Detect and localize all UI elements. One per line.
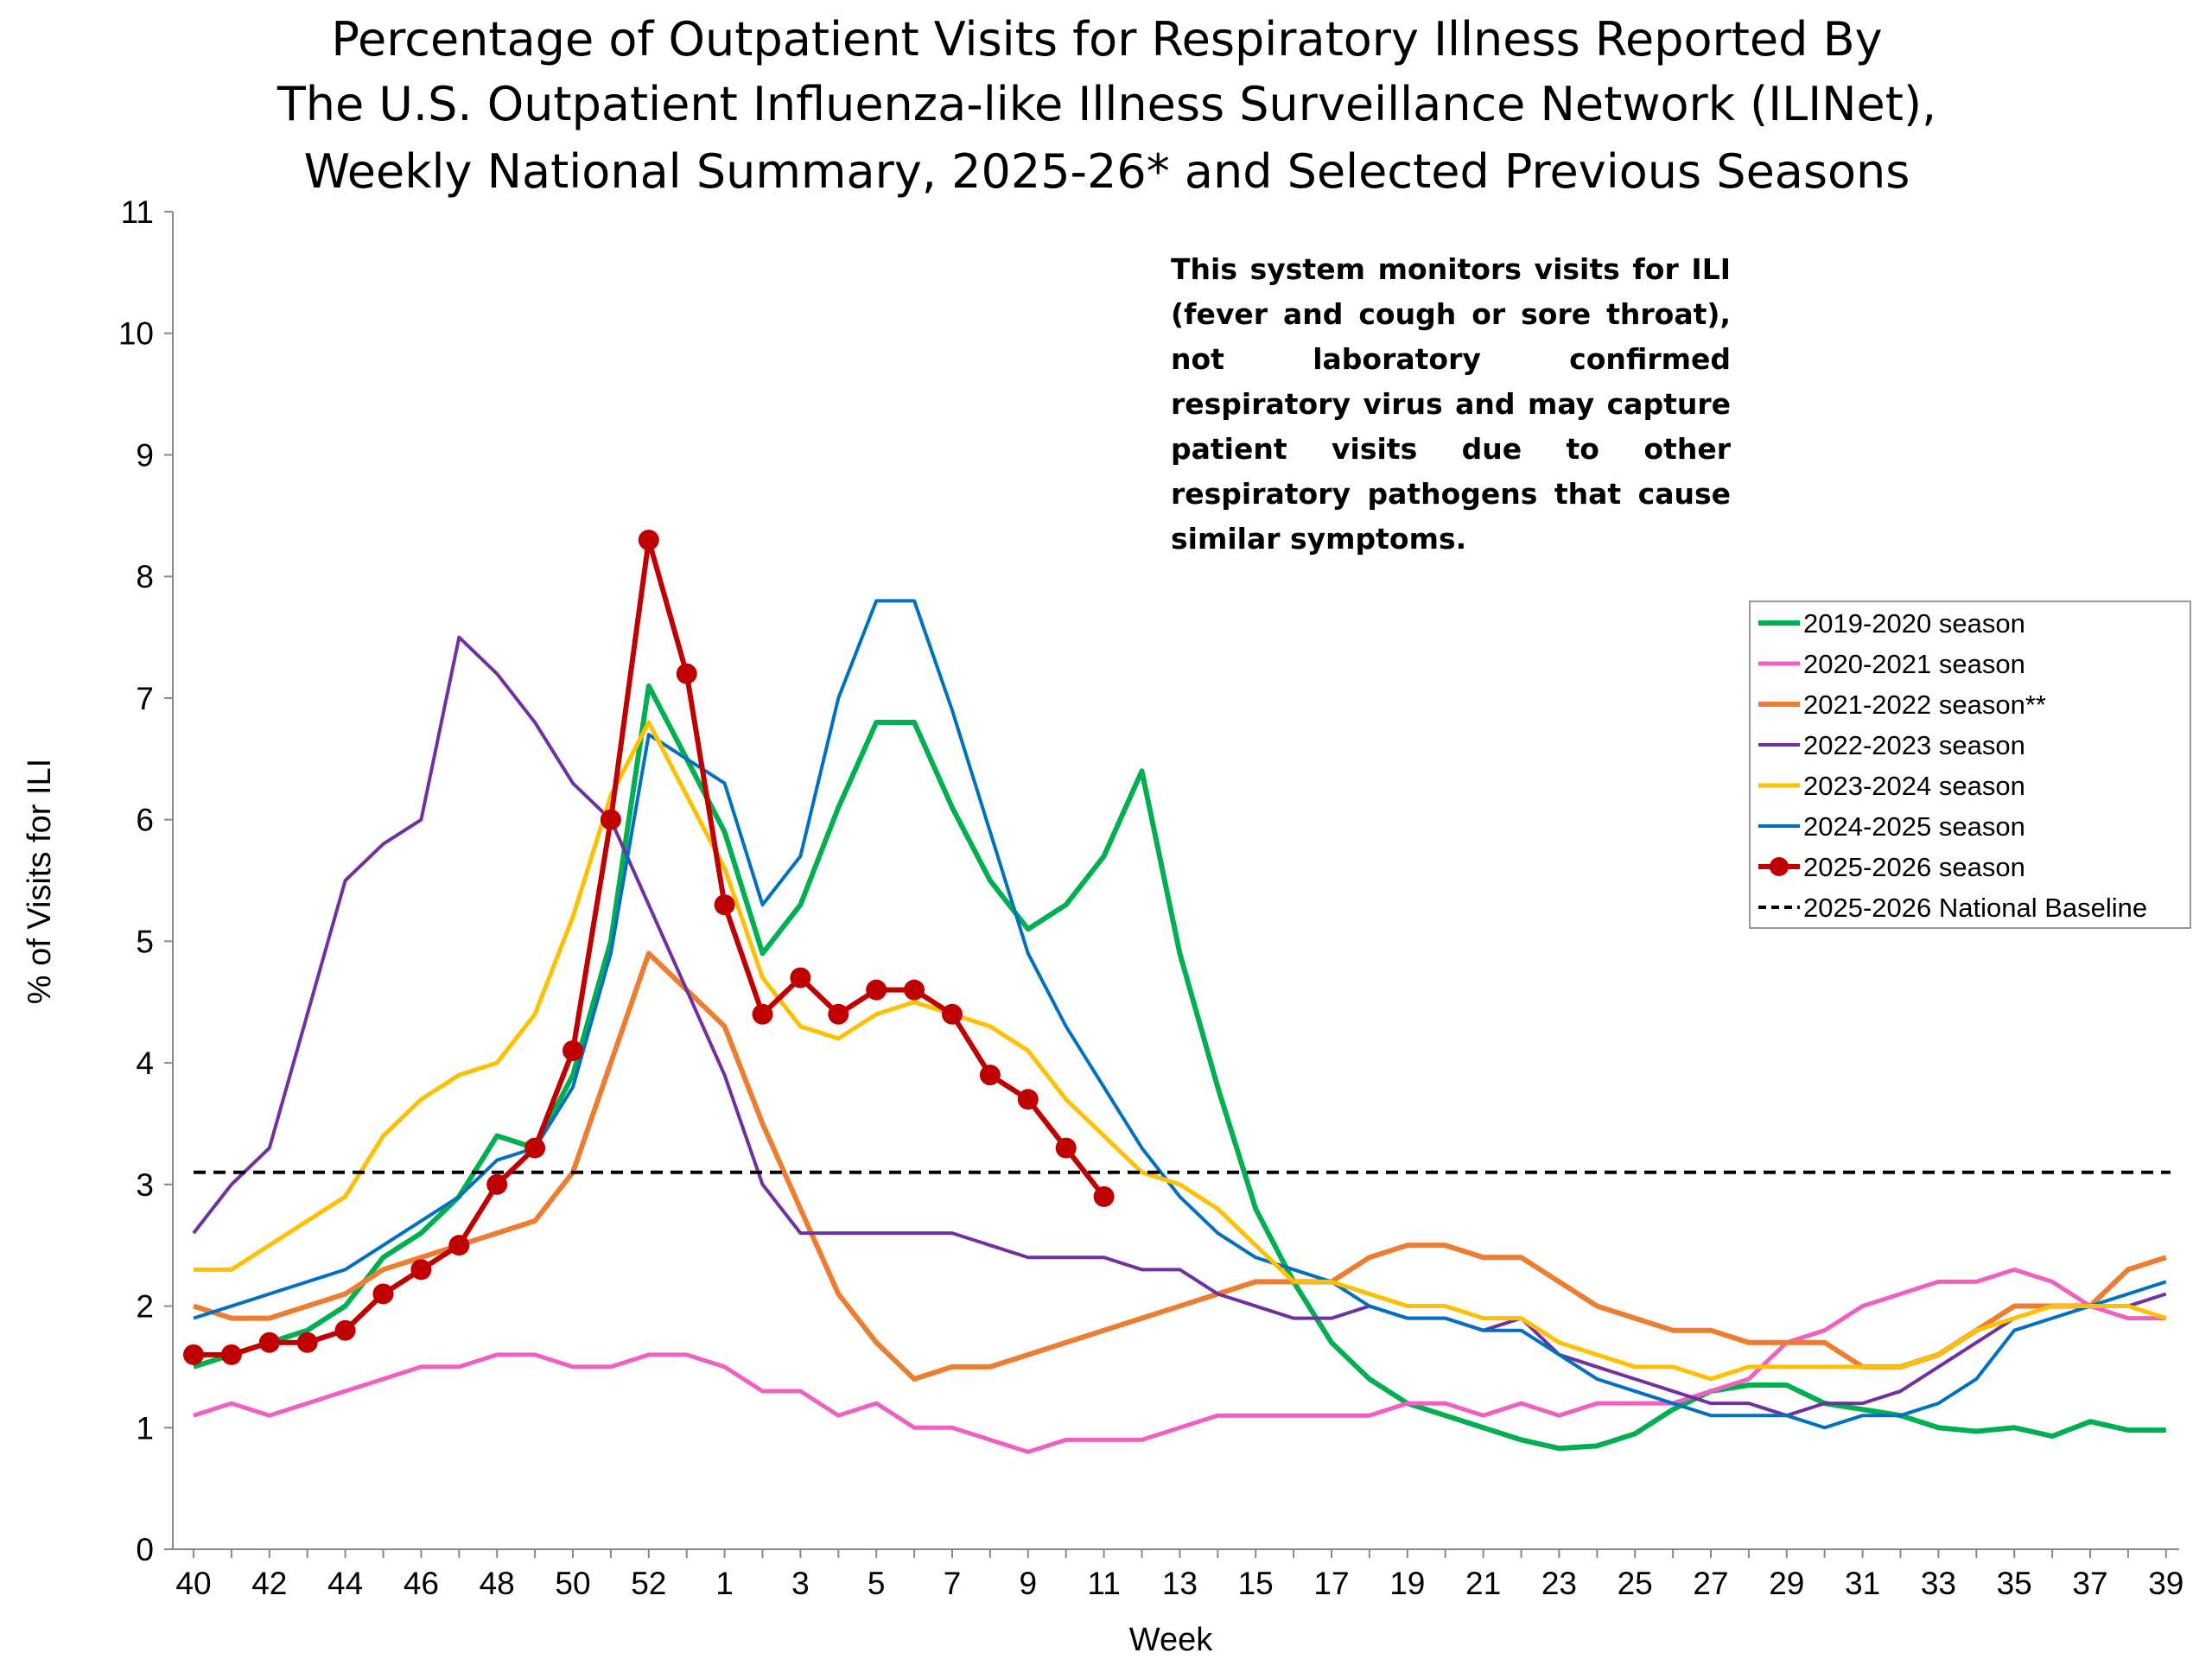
- data-point-marker: [563, 1040, 583, 1062]
- x-axis-title: Week: [1129, 1622, 1213, 1658]
- data-point-marker: [1093, 1185, 1115, 1207]
- x-tick-label: 52: [631, 1566, 666, 1601]
- x-tick-label: 17: [1313, 1566, 1349, 1601]
- x-tick-label: 11: [1087, 1566, 1120, 1601]
- legend: 2019-2020 season 2020-2021 season 2021-202…: [1749, 601, 2191, 929]
- y-tick-label: 5: [136, 924, 154, 959]
- y-tick-label: 0: [136, 1532, 154, 1567]
- x-tick-label: 19: [1389, 1566, 1425, 1601]
- data-point-marker: [1055, 1137, 1077, 1159]
- y-tick-label: 3: [136, 1167, 154, 1203]
- legend-label: 2019-2020 season: [1803, 608, 2025, 639]
- data-point-marker: [942, 1003, 963, 1025]
- x-tick-label: 21: [1465, 1566, 1501, 1601]
- data-point-marker: [410, 1259, 432, 1281]
- data-point-marker: [790, 967, 811, 988]
- data-point-marker: [258, 1332, 280, 1353]
- x-tick-label: 33: [1921, 1566, 1956, 1601]
- annotation-note: This system monitors visits for ILI (fev…: [1171, 252, 1731, 556]
- x-tick-label: 13: [1162, 1566, 1198, 1601]
- legend-label: 2025-2026 National Baseline: [1803, 893, 2147, 923]
- data-point-marker: [904, 979, 925, 1001]
- data-point-marker: [296, 1332, 318, 1353]
- data-point-marker: [752, 1003, 773, 1025]
- x-tick-label: 31: [1845, 1566, 1880, 1601]
- data-point-marker: [866, 979, 887, 1001]
- y-tick-label: 4: [136, 1046, 154, 1081]
- legend-marker: [1770, 857, 1789, 876]
- data-point-marker: [524, 1137, 546, 1159]
- data-point-marker: [676, 663, 697, 684]
- chart-title: Percentage of Outpatient Visits for Resp…: [276, 12, 1936, 199]
- x-tick-label: 7: [944, 1566, 962, 1601]
- y-tick-label: 8: [136, 559, 154, 594]
- series-2019-2020-season-line: [193, 683, 2166, 1452]
- series-2025-2026-season-line: [194, 537, 1106, 1357]
- y-tick-label: 11: [121, 194, 154, 230]
- data-point-marker: [828, 1003, 849, 1025]
- legend-label: 2020-2021 season: [1803, 649, 2025, 679]
- chart-title-line-1: Percentage of Outpatient Visits for Resp…: [331, 12, 1882, 67]
- x-tick-label: 27: [1693, 1566, 1728, 1601]
- data-point-marker: [714, 894, 735, 916]
- x-tick-label: 48: [480, 1566, 515, 1601]
- y-tick-label: 6: [136, 803, 154, 838]
- series-2021-2022-season-line: [193, 950, 2167, 1382]
- data-point-marker: [1017, 1089, 1039, 1110]
- data-point-marker: [486, 1173, 508, 1195]
- x-tick-label: 46: [404, 1566, 439, 1601]
- data-point-marker: [334, 1319, 356, 1341]
- y-tick-label: 1: [136, 1410, 154, 1446]
- y-tick-label: 2: [136, 1289, 154, 1325]
- x-tick-label: 3: [791, 1566, 810, 1601]
- data-point-marker: [448, 1235, 470, 1256]
- chart-title-line-3: Weekly National Summary, 2025-26* and Se…: [304, 144, 1910, 199]
- series-2022-2023-season-line: [192, 635, 2167, 1418]
- x-tick-label: 44: [327, 1566, 363, 1601]
- y-tick-label: 7: [136, 681, 154, 716]
- series-2023-2024-season-line: [194, 720, 2167, 1382]
- data-point-marker: [600, 809, 621, 830]
- legend-label: 2021-2022 season**: [1803, 690, 2046, 720]
- x-tick-label: 50: [555, 1566, 590, 1601]
- y-axis-title: % of Visits for ILI: [22, 759, 58, 1004]
- x-tick-label: 15: [1238, 1566, 1274, 1601]
- legend-box: [1749, 601, 2191, 929]
- y-tick-label: 9: [136, 437, 154, 473]
- y-tick-label: 10: [118, 316, 154, 352]
- x-tick-label: 1: [715, 1566, 734, 1601]
- x-tick-label: 23: [1541, 1566, 1577, 1601]
- x-tick-label: 37: [2072, 1566, 2107, 1601]
- chart-title-line-2: The U.S. Outpatient Influenza-like Illne…: [276, 77, 1936, 131]
- x-tick-label: 40: [175, 1566, 211, 1601]
- series-2024-2025-season-line: [193, 599, 2167, 1430]
- x-tick-label: 39: [2148, 1566, 2183, 1601]
- legend-label: 2024-2025 season: [1803, 811, 2025, 842]
- legend-label: 2022-2023 season: [1803, 730, 2025, 760]
- x-tick-label: 42: [251, 1566, 287, 1601]
- series-group: [183, 529, 2171, 1454]
- legend-label: 2025-2026 season: [1803, 852, 2025, 882]
- legend-label: 2023-2024 season: [1803, 771, 2025, 801]
- x-tick-label: 25: [1618, 1566, 1653, 1601]
- x-tick-label: 5: [868, 1566, 886, 1601]
- x-tick-label: 29: [1769, 1566, 1804, 1601]
- data-point-marker: [638, 529, 659, 550]
- data-point-marker: [183, 1344, 204, 1365]
- data-point-marker: [979, 1065, 1001, 1086]
- x-tick-label: 9: [1020, 1566, 1038, 1601]
- series-2020-2021-season-line: [193, 1267, 2166, 1454]
- data-point-marker: [372, 1283, 394, 1305]
- data-point-marker: [220, 1344, 242, 1365]
- x-tick-label: 35: [1997, 1566, 2032, 1601]
